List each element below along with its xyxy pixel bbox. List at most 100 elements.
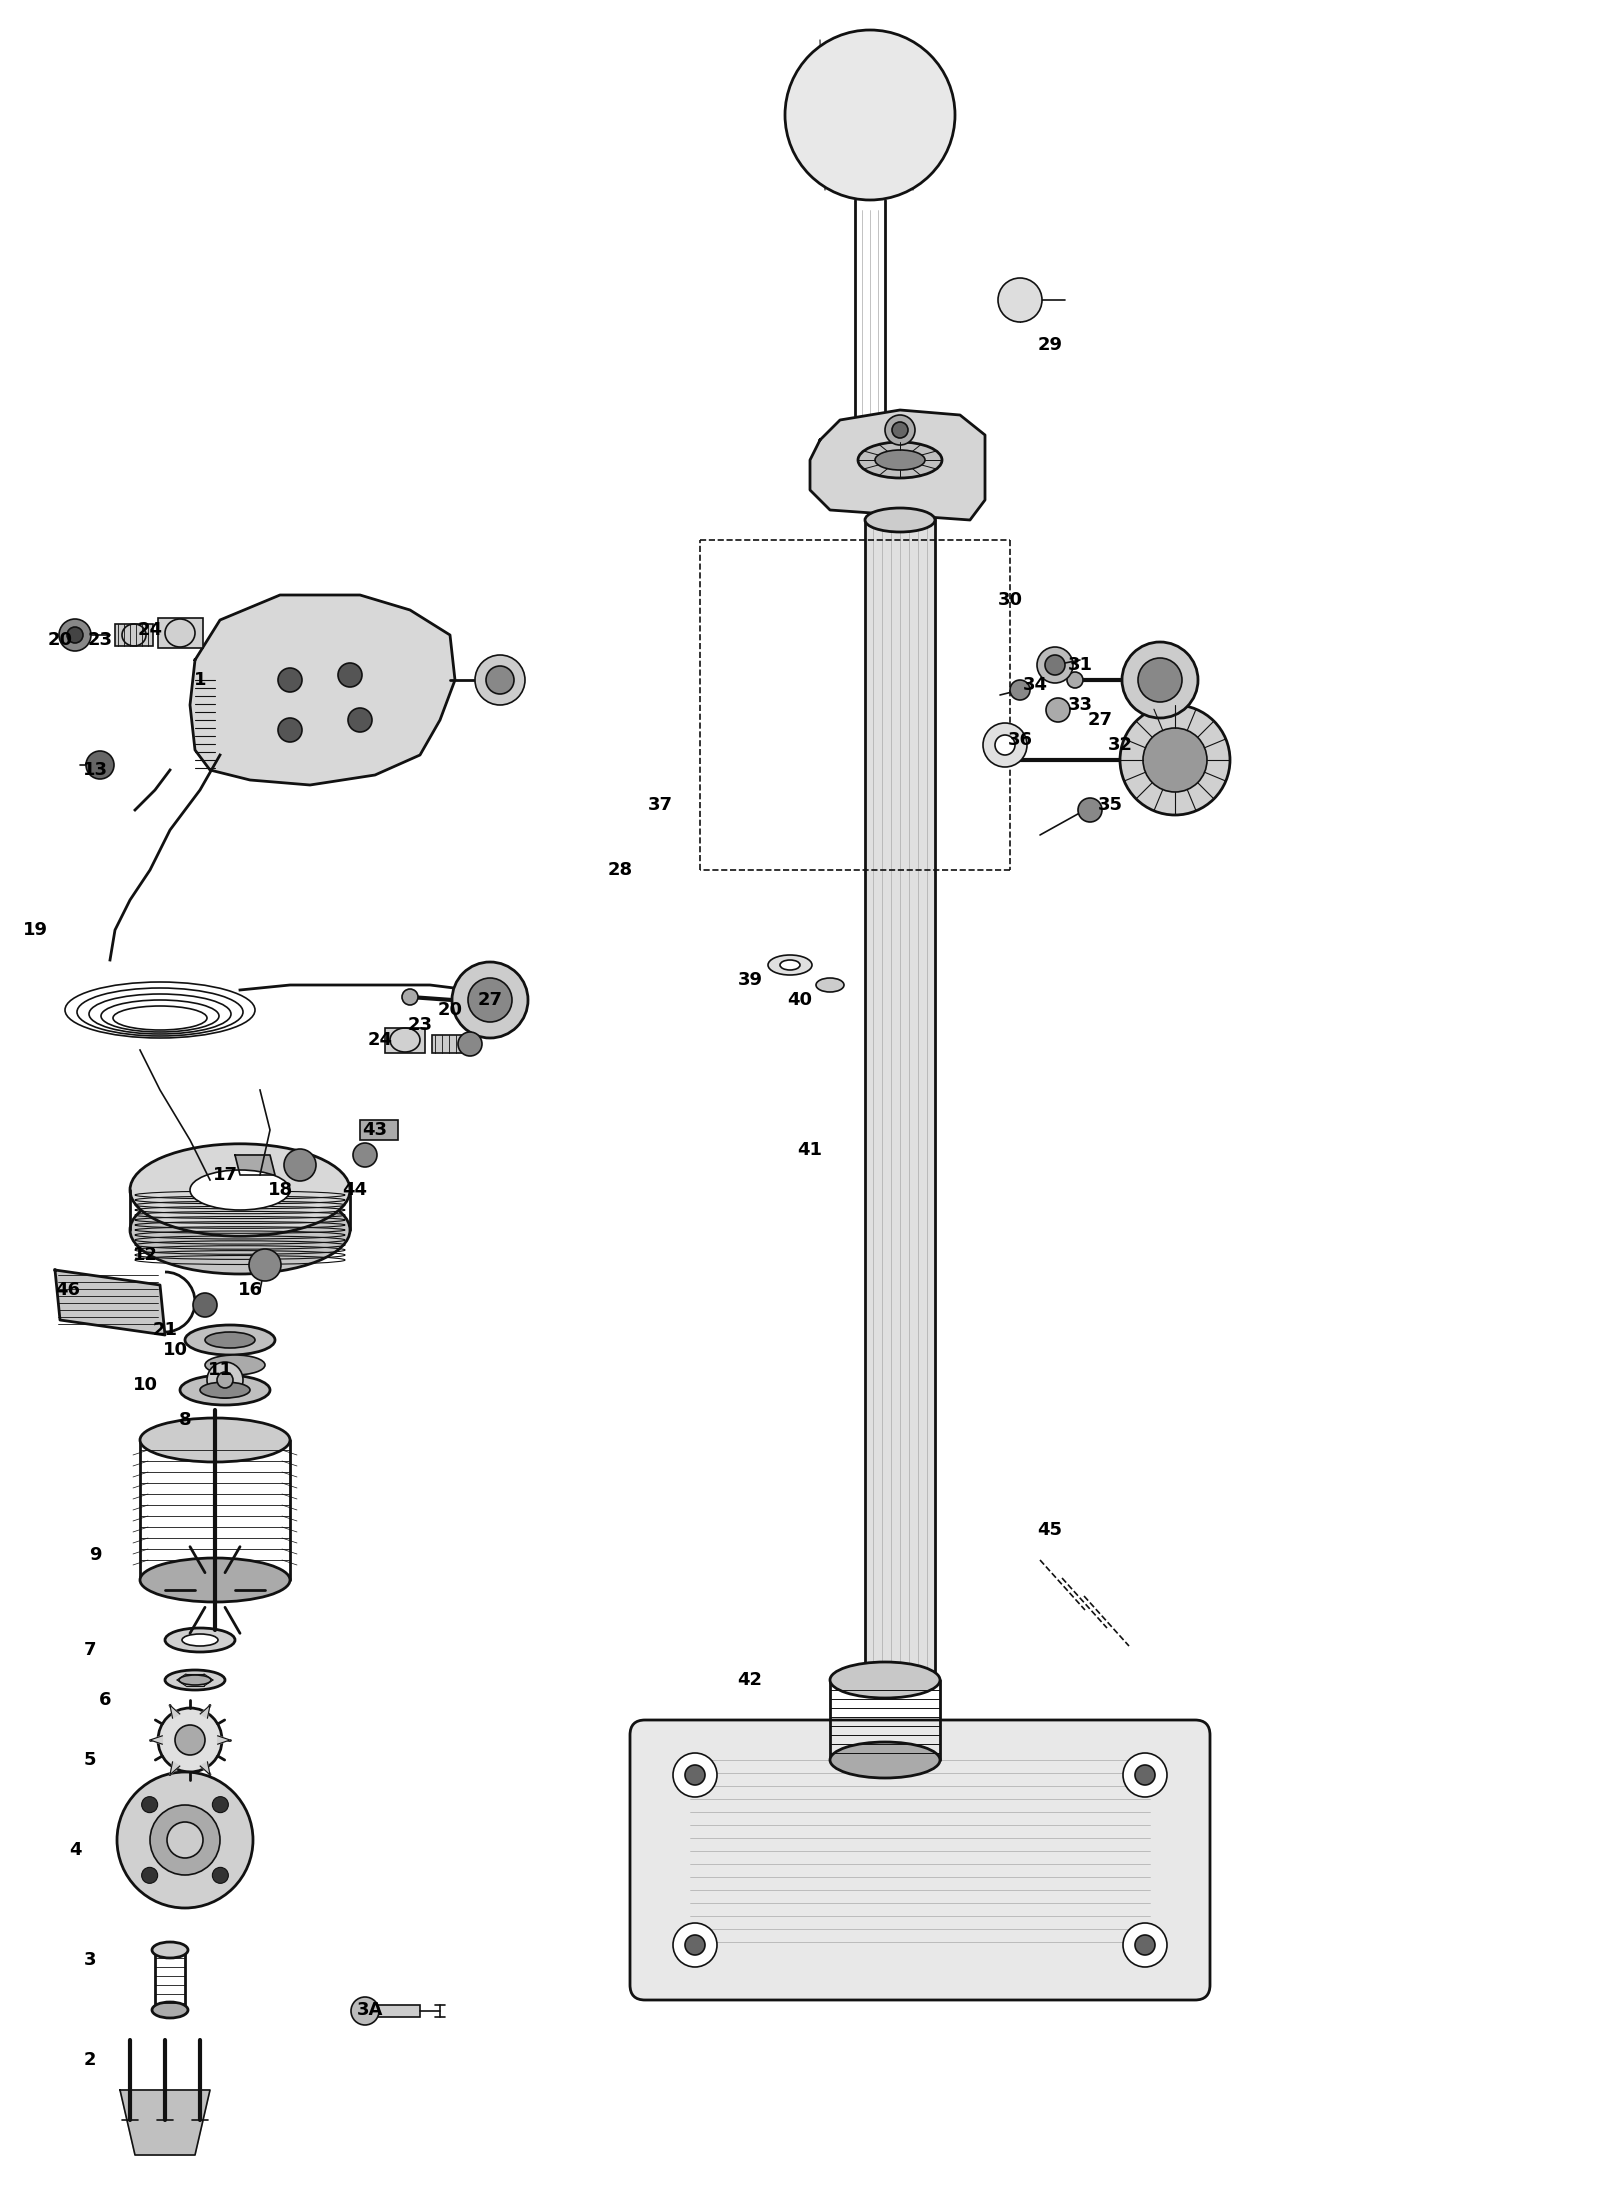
Text: 10: 10 <box>163 1342 187 1360</box>
Circle shape <box>218 1373 234 1389</box>
Circle shape <box>1037 648 1074 683</box>
Polygon shape <box>810 409 986 520</box>
Bar <box>115 624 154 646</box>
Ellipse shape <box>866 1667 934 1691</box>
Bar <box>365 2005 419 2016</box>
Circle shape <box>674 1924 717 1968</box>
Bar <box>158 619 203 648</box>
Circle shape <box>117 1771 253 1908</box>
Text: 28: 28 <box>608 860 632 880</box>
Circle shape <box>350 1997 379 2025</box>
Text: 9: 9 <box>88 1545 101 1563</box>
Bar <box>386 1028 426 1052</box>
Text: 7: 7 <box>83 1641 96 1658</box>
Text: 31: 31 <box>1067 657 1093 674</box>
Circle shape <box>1123 1924 1166 1968</box>
Polygon shape <box>235 1154 275 1174</box>
Circle shape <box>402 988 418 1006</box>
Circle shape <box>998 279 1042 323</box>
Circle shape <box>1122 641 1198 719</box>
Circle shape <box>213 1868 229 1884</box>
Text: 33: 33 <box>1067 696 1093 714</box>
Text: 23: 23 <box>408 1017 432 1035</box>
Circle shape <box>278 668 302 692</box>
FancyBboxPatch shape <box>630 1720 1210 2001</box>
Ellipse shape <box>165 1627 235 1652</box>
Circle shape <box>1046 699 1070 723</box>
Text: 36: 36 <box>1008 732 1032 750</box>
Text: 42: 42 <box>738 1672 763 1689</box>
Text: 13: 13 <box>83 761 107 778</box>
Circle shape <box>1123 1753 1166 1798</box>
Text: 4: 4 <box>69 1842 82 1859</box>
Ellipse shape <box>179 1676 211 1685</box>
Circle shape <box>1078 798 1102 822</box>
Circle shape <box>1010 681 1030 701</box>
Polygon shape <box>200 1705 210 1718</box>
Ellipse shape <box>205 1355 266 1375</box>
Ellipse shape <box>130 1143 350 1236</box>
Circle shape <box>354 1143 378 1167</box>
Text: 8: 8 <box>179 1411 192 1428</box>
Polygon shape <box>120 2089 210 2156</box>
Circle shape <box>250 1249 282 1280</box>
Circle shape <box>1138 659 1182 703</box>
Ellipse shape <box>830 1742 941 1778</box>
Circle shape <box>995 734 1014 754</box>
Circle shape <box>1142 727 1206 792</box>
Ellipse shape <box>875 451 925 471</box>
Text: 20: 20 <box>48 630 72 650</box>
Text: 40: 40 <box>787 991 813 1008</box>
Ellipse shape <box>186 1324 275 1355</box>
Ellipse shape <box>141 1559 290 1603</box>
Circle shape <box>1045 654 1066 674</box>
Text: 44: 44 <box>342 1181 368 1198</box>
Ellipse shape <box>768 955 813 975</box>
Circle shape <box>885 416 915 444</box>
Ellipse shape <box>165 1669 226 1689</box>
Circle shape <box>1134 1935 1155 1955</box>
Circle shape <box>194 1293 218 1318</box>
Circle shape <box>285 1150 317 1181</box>
Circle shape <box>349 708 371 732</box>
Text: 43: 43 <box>363 1121 387 1139</box>
Circle shape <box>1120 705 1230 816</box>
Circle shape <box>142 1868 158 1884</box>
Ellipse shape <box>858 442 942 478</box>
Text: 21: 21 <box>152 1320 178 1340</box>
Text: 39: 39 <box>738 971 763 988</box>
Circle shape <box>150 1804 221 1875</box>
Text: 45: 45 <box>1037 1521 1062 1539</box>
Text: 34: 34 <box>1022 677 1048 694</box>
Text: 32: 32 <box>1107 736 1133 754</box>
Circle shape <box>893 422 909 438</box>
Bar <box>866 520 934 1680</box>
Ellipse shape <box>205 1331 254 1349</box>
Polygon shape <box>170 1705 179 1718</box>
Text: 23: 23 <box>88 630 112 650</box>
Circle shape <box>174 1725 205 1756</box>
Polygon shape <box>190 595 454 785</box>
Text: 12: 12 <box>133 1247 157 1265</box>
Text: 16: 16 <box>237 1280 262 1300</box>
Circle shape <box>67 628 83 643</box>
Text: 27: 27 <box>1088 712 1112 730</box>
Polygon shape <box>54 1269 165 1335</box>
Text: 2: 2 <box>83 2052 96 2069</box>
Text: 6: 6 <box>99 1691 112 1709</box>
Text: 35: 35 <box>1098 796 1123 814</box>
Circle shape <box>486 666 514 694</box>
Circle shape <box>674 1753 717 1798</box>
Polygon shape <box>150 1736 162 1744</box>
Circle shape <box>1134 1764 1155 1784</box>
Ellipse shape <box>152 1941 189 1959</box>
Text: 1: 1 <box>194 670 206 690</box>
Polygon shape <box>218 1736 230 1744</box>
Circle shape <box>685 1764 706 1784</box>
Circle shape <box>1067 672 1083 688</box>
Circle shape <box>158 1709 222 1771</box>
Circle shape <box>278 719 302 743</box>
Ellipse shape <box>866 509 934 533</box>
Text: 30: 30 <box>997 590 1022 608</box>
Circle shape <box>458 1033 482 1057</box>
